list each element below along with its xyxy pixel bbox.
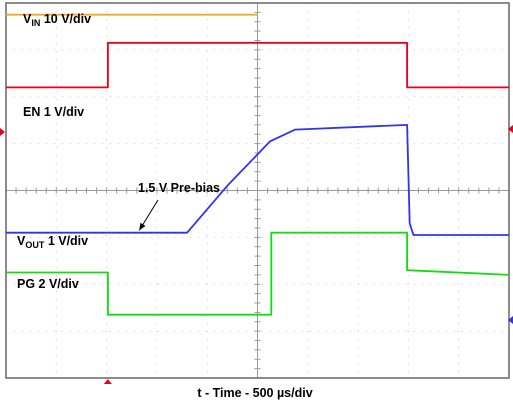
trace-vout	[6, 124, 509, 236]
channel-label: VOUT 1 V/div	[17, 234, 88, 250]
traces	[6, 13, 510, 316]
trace-pg	[6, 231, 510, 316]
channel-label: VIN 10 V/div	[23, 12, 91, 28]
trace-en	[6, 41, 509, 89]
channel-labels: VIN 10 V/div EN 1 V/div VOUT 1 V/div PG 2 V…	[17, 12, 91, 291]
plot-border	[5, 2, 510, 379]
ground-marker-icon	[508, 125, 513, 133]
trigger-marker-icon	[103, 379, 112, 384]
channel-label: PG 2 V/div	[17, 277, 79, 291]
markers	[0, 125, 513, 384]
annotations: 1.5 V Pre-bias	[138, 181, 220, 231]
channel-label: EN 1 V/div	[23, 105, 84, 119]
ground-marker-icon	[0, 128, 5, 136]
annotation-label: 1.5 V Pre-bias	[138, 181, 220, 195]
x-axis-label: t - Time - 500 µs/div	[197, 386, 312, 400]
annotation-arrow-head	[139, 222, 146, 231]
ground-marker-icon	[508, 316, 513, 324]
